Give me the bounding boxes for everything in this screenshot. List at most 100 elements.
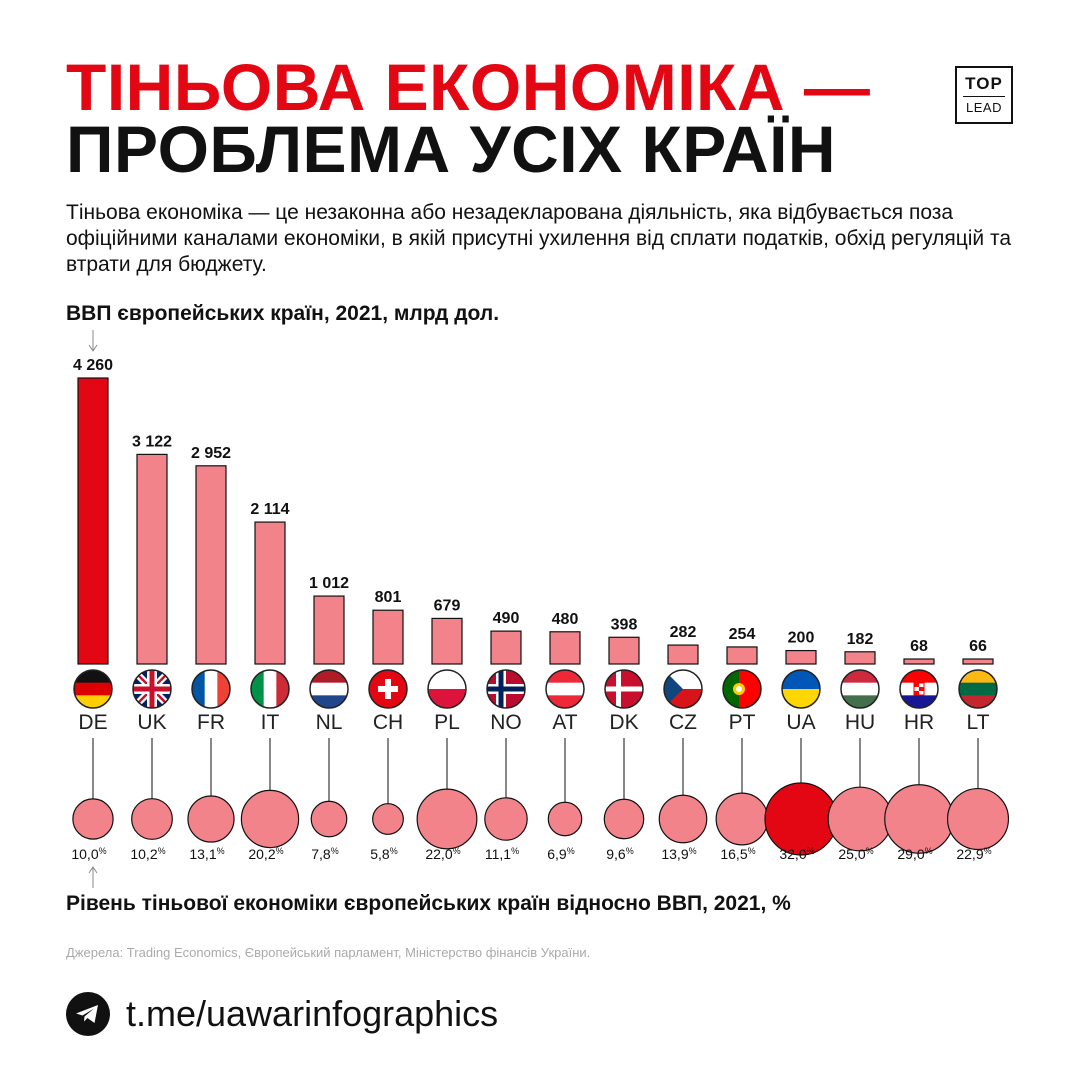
gdp-bar-pl [431,617,463,665]
country-code-ua: UA [786,711,815,734]
shadow-bubble-ch [372,803,404,835]
country-code-hr: HR [904,711,934,734]
country-code-lt: LT [967,711,990,734]
telegram-link[interactable]: t.me/uawarinfographics [126,993,499,1034]
flag-at-icon [545,669,585,709]
percent-sign: % [689,846,697,856]
percent-sign: % [807,846,815,856]
shadow-bubble-de [72,798,114,840]
gdp-bar-dk [608,636,640,665]
logo-top-text: TOP [965,74,1003,93]
intro-text: Тіньова економіка — це незаконна або нез… [66,201,1012,276]
shadow-bubble-nl [310,800,348,838]
shadow-label-pt: 16,5% [720,846,755,862]
shadow-label-hu: 25,0% [838,846,873,862]
gdp-label-dk: 398 [611,616,638,633]
flag-no-icon [486,669,526,709]
country-code-pt: PT [729,711,756,734]
sources-note: Джерела: Trading Economics, Європейський… [66,945,591,960]
percent-sign: % [158,846,166,856]
gdp-bar-hr [903,658,935,665]
shadow-label-hr: 29,0% [897,846,932,862]
title-line-1: ТІНЬОВА ЕКОНОМІКА — [66,50,871,124]
title-line-2: ПРОБЛЕМА УСІХ КРАЇН [66,112,836,186]
shadow-label-pl: 22,0% [425,846,460,862]
gdp-bar-lt [962,658,994,665]
gdp-bar-ch [372,609,404,665]
shadow-bubble-lt [946,787,1010,851]
flag-fr-icon [191,669,231,709]
country-code-nl: NL [316,711,343,734]
country-code-pl: PL [434,711,460,734]
percent-sign: % [984,846,992,856]
shadow-label-dk: 9,6% [606,846,633,862]
percent-sign: % [217,846,225,856]
percent-sign: % [99,846,107,856]
percent-sign: % [866,846,874,856]
shadow-bubble-hr [884,784,954,854]
shadow-bubble-pl [416,788,478,850]
flag-ch-icon [368,669,408,709]
shadow-bubble-hu [827,786,893,852]
percent-sign: % [276,846,284,856]
country-code-ch: CH [373,711,403,734]
country-code-dk: DK [609,711,638,734]
gdp-label-nl: 1 012 [309,575,349,592]
shadow-label-ch: 5,8% [370,846,397,862]
telegram-icon [66,992,110,1036]
flag-it-icon [250,669,290,709]
gdp-bar-cz [667,644,699,665]
toplead-logo: TOP LEAD [955,66,1013,124]
shadow-bubble-no [484,797,528,841]
shadow-label-no: 11,1% [485,846,519,862]
gdp-label-no: 490 [493,610,520,627]
page-title: ТІНЬОВА ЕКОНОМІКА — ПРОБЛЕМА УСІХ КРАЇН [66,50,871,186]
shadow-bubble-at [547,801,583,837]
percent-sign: % [925,846,933,856]
gdp-label-at: 480 [552,611,579,628]
gdp-label-pl: 679 [434,597,461,614]
flag-pt-icon [722,669,762,709]
flag-ua-icon [781,669,821,709]
gdp-label-de: 4 260 [73,357,113,374]
gdp-label-pt: 254 [729,626,756,643]
gdp-bar-no [490,630,522,665]
shadow-bubble-fr [187,795,235,843]
flag-hu-icon [840,669,880,709]
gdp-bar-fr [195,465,227,665]
gdp-bar-at [549,631,581,665]
flag-lt-icon [958,669,998,709]
gdp-label-cz: 282 [670,624,697,641]
shadow-label-it: 20,2% [248,846,283,862]
gdp-shadow-chart: 4 260 DE 10,0% 3 122 UK 10,2% 2 952 FR 13,1% 2 11… [71,330,1010,888]
gdp-label-fr: 2 952 [191,445,231,462]
percent-sign: % [331,846,339,856]
gdp-bar-uk [136,453,168,665]
percent-sign: % [567,846,575,856]
shadow-bubble-it [240,789,300,849]
percent-sign: % [748,846,756,856]
percent-sign: % [626,846,634,856]
shadow-bubble-pt [715,792,769,846]
flag-dk-icon [604,669,644,709]
gdp-bar-it [254,521,286,665]
shadow-label-uk: 10,2% [130,846,165,862]
gdp-label-it: 2 114 [250,501,289,518]
gdp-label-ua: 200 [788,630,815,647]
shadow-label-fr: 13,1% [189,846,224,862]
flag-cz-icon [663,669,703,709]
flag-de-icon [73,669,113,709]
shadow-label-cz: 13,9% [661,846,696,862]
gdp-arrow-head [88,344,98,352]
gdp-label-uk: 3 122 [132,433,172,450]
gdp-label-lt: 66 [969,638,987,655]
gdp-label-hr: 68 [910,638,928,655]
gdp-bar-ua [785,649,817,665]
gdp-bar-nl [313,595,345,665]
country-code-hu: HU [845,711,875,734]
shadow-bubble-uk [131,798,173,840]
flag-nl-icon [309,669,349,709]
country-code-no: NO [490,711,522,734]
gdp-label-ch: 801 [375,589,402,606]
country-code-it: IT [261,711,280,734]
